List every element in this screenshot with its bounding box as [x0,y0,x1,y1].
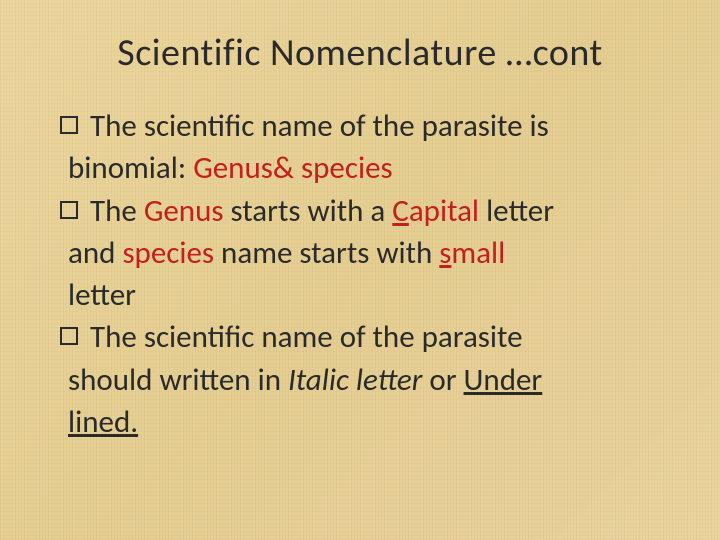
slide-container: Scientific Nomenclature …cont The scient… [0,0,720,540]
text-run: or [422,361,463,399]
bullet-continuation: should written in Italic letter or Under [60,360,670,400]
bullet-text: The scientific name of the parasite [90,317,523,357]
bullet-continuation: letter [60,275,670,315]
text-run-underline: Under [464,361,543,399]
text-run-red: species [122,234,214,272]
text-run-italic: Italic letter [288,361,422,399]
text-run-red: Genus [144,192,224,230]
text-run: The [90,192,144,230]
text-run: letter [68,276,136,314]
text-run: The scientific name of the parasite is [90,107,549,145]
text-run-red: apital [409,192,479,230]
text-run: starts with a [224,192,393,230]
bullet-continuation: binomial: Genus& species [60,148,670,188]
text-run: binomial: [68,149,193,187]
bullet-text: The scientific name of the parasite is [90,106,549,146]
bullet-square-icon [60,201,78,219]
text-run-underline: lined. [68,403,138,441]
bullet-item: The scientific name of the parasite is [60,106,670,146]
text-run: name starts with [214,234,439,272]
bullet-square-icon [60,327,78,345]
bullet-continuation: lined. [60,402,670,442]
bullet-item: The scientific name of the parasite [60,317,670,357]
text-run-red: mall [451,234,505,272]
bullet-text: The Genus starts with a Capital letter [90,191,554,231]
text-run-red-underline: C [392,192,409,230]
text-run: and [68,234,122,272]
slide-title: Scientific Nomenclature …cont [50,30,670,76]
bullet-item: The Genus starts with a Capital letter [60,191,670,231]
text-run: letter [479,192,554,230]
slide-content: The scientific name of the parasite is b… [50,106,670,442]
text-run-red-underline: s [439,234,451,272]
text-run: should written in [68,361,288,399]
text-run: The scientific name of the parasite [90,318,523,356]
bullet-continuation: and species name starts with small [60,233,670,273]
text-run-red: Genus& species [193,149,392,187]
bullet-square-icon [60,116,78,134]
